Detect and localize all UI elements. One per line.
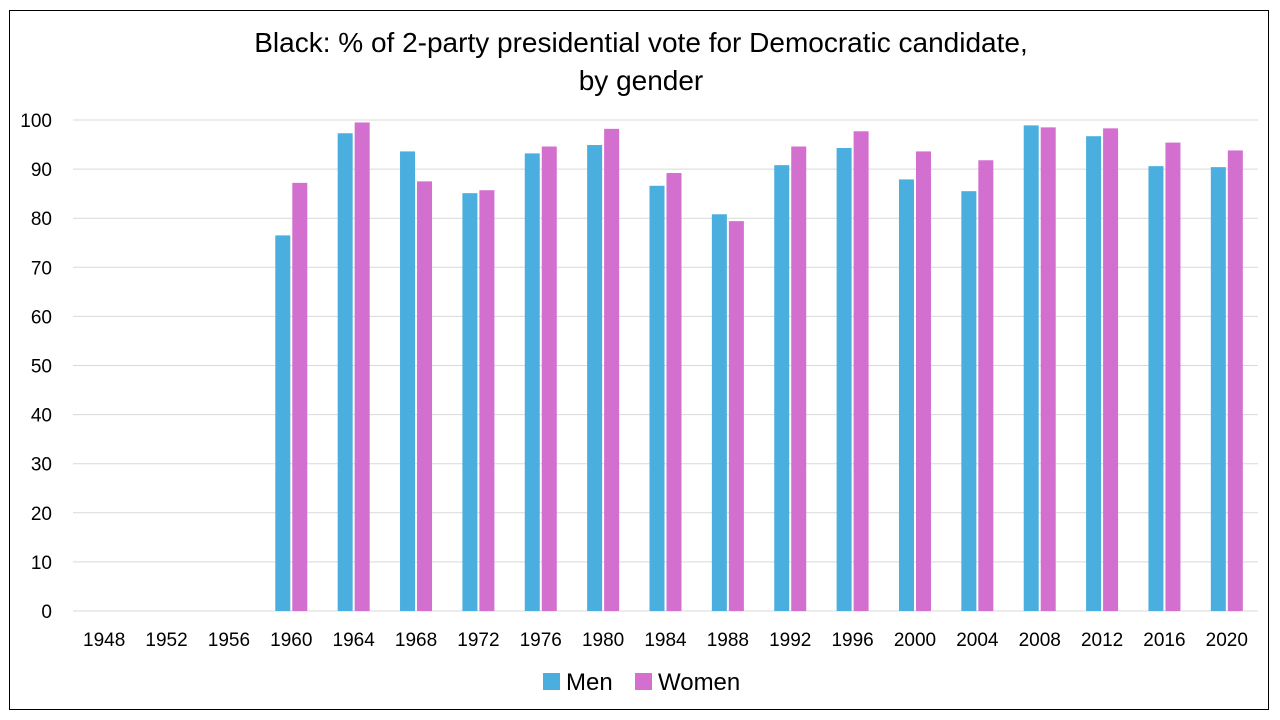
y-tick-label: 60 xyxy=(31,307,52,328)
bar-women-1964 xyxy=(354,122,370,611)
bar-men-1960 xyxy=(275,235,291,611)
bar-men-1980 xyxy=(587,145,603,611)
bar-men-1968 xyxy=(400,151,416,611)
y-tick-label: 10 xyxy=(31,553,52,574)
bar-women-1968 xyxy=(417,181,433,611)
bar-men-1996 xyxy=(836,147,852,611)
bar-men-1972 xyxy=(462,193,478,611)
x-tick-label: 1988 xyxy=(707,630,749,651)
legend: Men Women xyxy=(543,669,740,696)
x-tick-label: 1968 xyxy=(395,630,437,651)
x-tick-label: 2012 xyxy=(1081,630,1123,651)
bars xyxy=(275,122,1243,612)
y-tick-label: 90 xyxy=(31,160,52,181)
bar-men-2004 xyxy=(961,191,977,611)
chart-title-line-1: Black: % of 2-party presidential vote fo… xyxy=(254,27,1027,58)
bar-men-1988 xyxy=(711,214,727,611)
legend-swatch-men xyxy=(543,673,560,690)
bar-women-2012 xyxy=(1103,128,1119,612)
bar-women-2000 xyxy=(915,151,931,611)
y-tick-label: 0 xyxy=(41,602,52,623)
y-tick-label: 100 xyxy=(20,111,52,132)
x-tick-label: 1956 xyxy=(208,630,250,651)
bar-men-1976 xyxy=(524,153,540,611)
x-tick-label: 1992 xyxy=(769,630,811,651)
x-tick-label: 2004 xyxy=(956,630,999,651)
bar-women-1980 xyxy=(604,128,620,611)
chart-frame: Black: % of 2-party presidential vote fo… xyxy=(9,10,1269,710)
bar-women-1996 xyxy=(853,131,869,611)
x-axis-ticks: 1948 1952 1956 1960 1964 1968 1972 1976 1980 1984… xyxy=(83,630,1248,651)
bar-men-2016 xyxy=(1148,166,1164,612)
bar-women-2008 xyxy=(1040,127,1056,612)
y-tick-label: 50 xyxy=(31,357,52,378)
x-tick-label: 2016 xyxy=(1143,630,1185,651)
bar-men-2000 xyxy=(898,179,914,611)
bar-men-2012 xyxy=(1086,136,1102,611)
bar-women-2016 xyxy=(1165,142,1181,611)
bar-men-2020 xyxy=(1210,167,1226,612)
legend-label-men: Men xyxy=(566,669,613,696)
bar-women-1988 xyxy=(728,221,744,611)
y-tick-label: 30 xyxy=(31,455,52,476)
x-tick-label: 1960 xyxy=(270,630,312,651)
y-tick-label: 20 xyxy=(31,504,52,525)
grid-lines xyxy=(73,119,1258,612)
x-tick-label: 1984 xyxy=(644,630,687,651)
bar-women-2020 xyxy=(1227,150,1243,611)
bar-women-1976 xyxy=(541,146,557,611)
x-tick-label: 2008 xyxy=(1019,630,1061,651)
x-tick-label: 1980 xyxy=(582,630,624,651)
x-tick-label: 1964 xyxy=(333,630,376,651)
y-axis-ticks: 0 10 20 30 40 50 60 70 80 90 100 xyxy=(20,111,52,623)
bar-men-1992 xyxy=(774,165,790,611)
bar-women-1960 xyxy=(292,182,308,611)
chart-title-line-2: by gender xyxy=(579,65,704,96)
y-tick-label: 40 xyxy=(31,406,52,427)
bar-women-1972 xyxy=(479,190,495,611)
x-tick-label: 1952 xyxy=(145,630,187,651)
x-tick-label: 1976 xyxy=(520,630,562,651)
chart-svg: Black: % of 2-party presidential vote fo… xyxy=(20,27,1258,696)
legend-label-women: Women xyxy=(658,669,740,696)
x-tick-label: 2000 xyxy=(894,630,936,651)
x-tick-label: 1972 xyxy=(457,630,499,651)
bar-women-1984 xyxy=(666,173,682,611)
x-tick-label: 1948 xyxy=(83,630,125,651)
x-tick-label: 2020 xyxy=(1206,630,1248,651)
legend-swatch-women xyxy=(635,673,652,690)
bar-women-1992 xyxy=(791,146,807,611)
bar-women-2004 xyxy=(978,160,994,611)
bar-men-2008 xyxy=(1023,125,1039,611)
bar-men-1984 xyxy=(649,185,665,611)
y-tick-label: 80 xyxy=(31,209,52,230)
bar-men-1964 xyxy=(337,133,353,611)
y-tick-label: 70 xyxy=(31,258,52,279)
x-tick-label: 1996 xyxy=(831,630,873,651)
